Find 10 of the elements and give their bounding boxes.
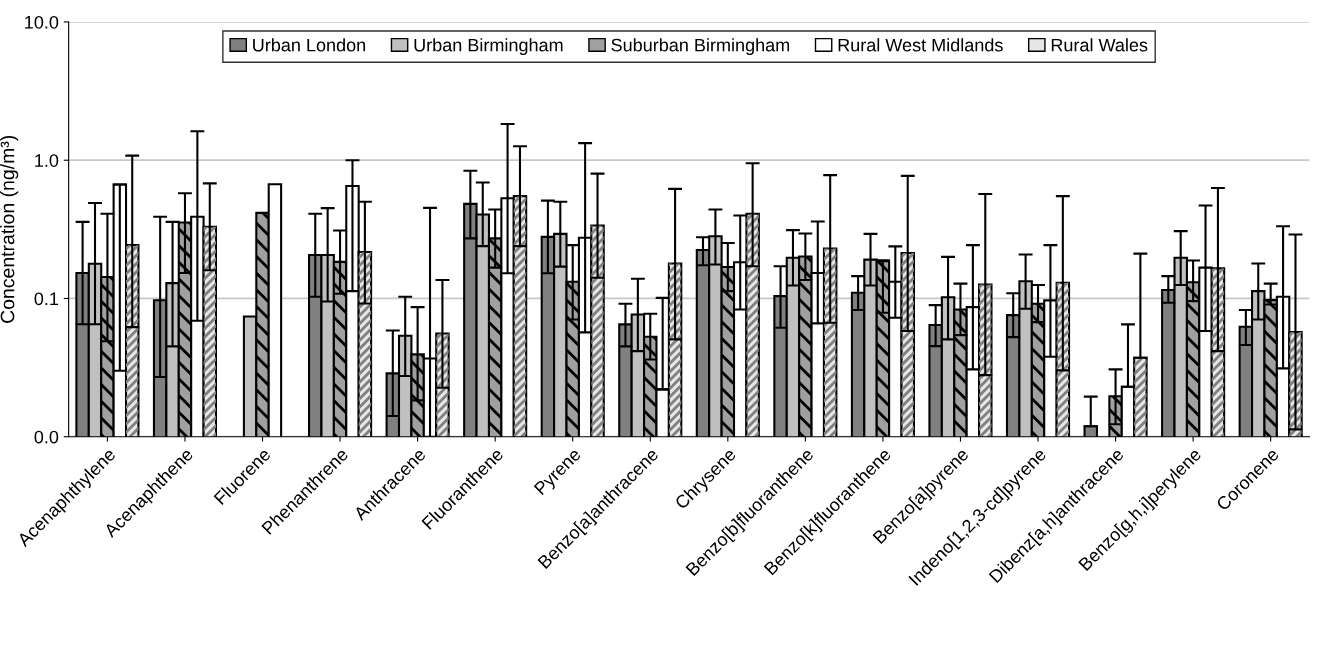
legend-label: Urban Birmingham [414, 38, 563, 56]
legend-label: Suburban Birmingham [611, 38, 790, 56]
y-tick-label: 1.0 [35, 154, 59, 167]
legend-label: Rural Wales [1051, 38, 1148, 52]
legend-label: Rural West Midlands [838, 38, 1003, 52]
y-axis-title: Concentration (ng/m³) [0, 135, 19, 323]
y-tick-label: 0.1 [34, 292, 59, 306]
legend-label: Urban London [253, 38, 366, 52]
y-tick-label: 10.0 [25, 15, 59, 29]
y-tick-label: 0.0 [34, 430, 59, 444]
